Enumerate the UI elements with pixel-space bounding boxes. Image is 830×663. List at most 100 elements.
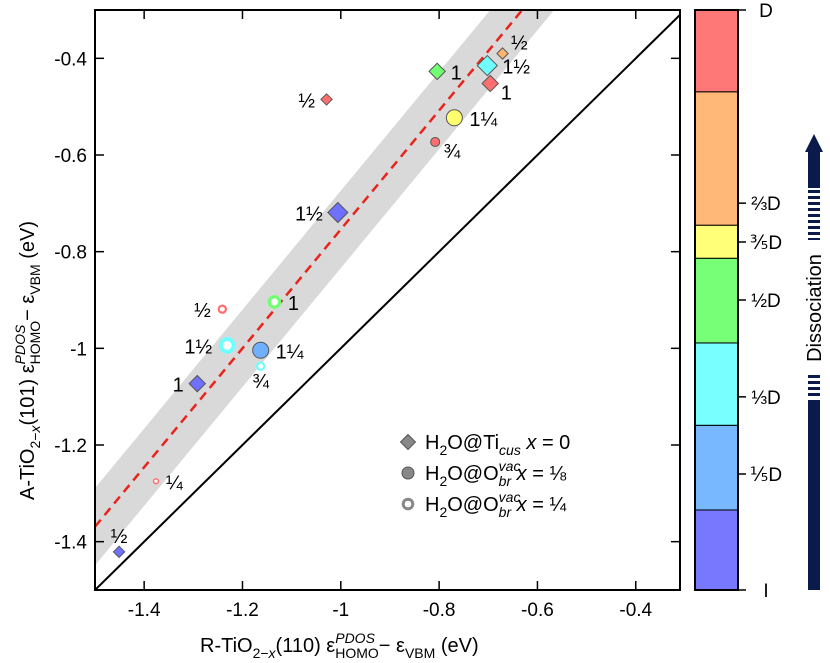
colorbar-tick-label: ⅓D (751, 388, 781, 409)
point (481, 74, 500, 93)
colorbar-segment (694, 9, 739, 93)
point-label: ¾ (252, 371, 269, 393)
colorbar-tick-label: ⅔D (751, 194, 781, 215)
point (217, 304, 228, 314)
text-part: 2 (439, 442, 447, 458)
y-tick-label: -1.2 (54, 436, 87, 457)
point (152, 478, 160, 485)
text-part: x (511, 494, 528, 516)
point (428, 62, 446, 81)
text-part: cus (499, 442, 521, 458)
colorbar-tick-label: D (759, 1, 773, 22)
text-part: VBM (27, 264, 43, 294)
point-label: 1½ (502, 57, 530, 79)
dissociation-label: Dissociation (804, 254, 826, 362)
text-part: (eV) (435, 635, 478, 657)
text-part: R-TiO (200, 635, 253, 657)
text-part: (101) ε (17, 364, 39, 425)
colorbar-segment (694, 224, 739, 259)
text-part: x (511, 463, 528, 485)
text-part: (eV) (17, 221, 39, 264)
text-part: x (268, 645, 277, 661)
text-part: 2 (439, 473, 447, 489)
point-label: 1 (501, 82, 512, 104)
point (430, 136, 441, 147)
text-part: vac (499, 489, 521, 505)
point-label: ¾ (444, 141, 461, 163)
x-tick-label: -0.6 (521, 600, 554, 621)
point-label: ½ (194, 300, 211, 322)
point-label: 1½ (295, 204, 323, 226)
point (476, 54, 499, 77)
legend-marker (399, 433, 417, 451)
x-tick-label: -1.4 (128, 600, 161, 621)
point (445, 109, 463, 127)
point (267, 295, 282, 309)
point-label: 1½ (184, 336, 212, 358)
colorbar-segment (694, 257, 739, 344)
text-part: 2− (27, 433, 43, 449)
text-part: PDOS (12, 324, 28, 364)
point-label: 1 (173, 375, 184, 397)
text-part: H (425, 494, 439, 516)
colorbar-tick-label: ⅗D (750, 233, 782, 254)
text-part: 2 (439, 504, 447, 520)
text-part: (110) ε (276, 635, 336, 657)
text-part: A-TiO (17, 449, 39, 500)
point-label: 1¼ (276, 341, 304, 363)
text-part: H (425, 463, 439, 485)
text-part: vac (499, 458, 521, 474)
text-part: H (425, 432, 439, 454)
plot-frame (94, 9, 681, 591)
point-label: ½ (298, 90, 315, 112)
text-part: PDOS (335, 630, 375, 646)
colorbar-tick-label: I (763, 581, 768, 602)
point-label: ¼ (166, 472, 183, 494)
y-tick-label: -1 (70, 339, 87, 360)
text-part: = ⅛ (527, 463, 567, 485)
x-tick-label: -1.2 (226, 600, 259, 621)
point-label: ½ (511, 33, 528, 55)
legend-marker (401, 466, 415, 480)
fit-band (95, 10, 555, 566)
x-tick-label: -1 (332, 600, 349, 621)
point (252, 341, 270, 359)
x-tick-label: -0.8 (423, 600, 456, 621)
fit-line (95, 10, 524, 528)
legend-label: H2O@Ovac br x = ⅛ (425, 458, 566, 489)
point (327, 201, 349, 224)
point (188, 374, 207, 393)
legend-label: H2O@Ticus x = 0 (425, 432, 570, 458)
y-tick-label: -0.8 (54, 243, 87, 264)
point-label: 1 (451, 62, 462, 84)
text-part: x (27, 425, 43, 434)
text-part: HOMO (27, 321, 43, 365)
point (496, 47, 509, 60)
y-tick-label: -1.4 (54, 533, 87, 554)
text-part: VBM (405, 645, 435, 661)
text-part: x (521, 432, 538, 454)
point (255, 361, 266, 371)
colorbar-tick-label: ⅕D (750, 465, 782, 486)
text-part: O@O (447, 463, 498, 485)
text-part: O@O (447, 494, 498, 516)
x-tick-label: -0.4 (619, 600, 652, 621)
text-part: 2− (253, 645, 269, 661)
text-part: br (499, 473, 513, 489)
colorbar-segment (694, 342, 739, 426)
colorbar-segment (694, 424, 739, 511)
text-part: = ¼ (527, 494, 567, 516)
text-part: O@Ti (447, 432, 499, 454)
point (218, 337, 236, 354)
plot-area (95, 10, 680, 590)
text-part: − ε (17, 295, 39, 321)
point-label: 1¼ (469, 109, 497, 131)
point (112, 545, 126, 559)
point-label: ½ (111, 526, 128, 548)
y-tick-label: -0.4 (54, 49, 87, 70)
y-tick-label: -0.6 (54, 146, 87, 167)
identity-line (95, 14, 680, 590)
point (320, 93, 333, 106)
